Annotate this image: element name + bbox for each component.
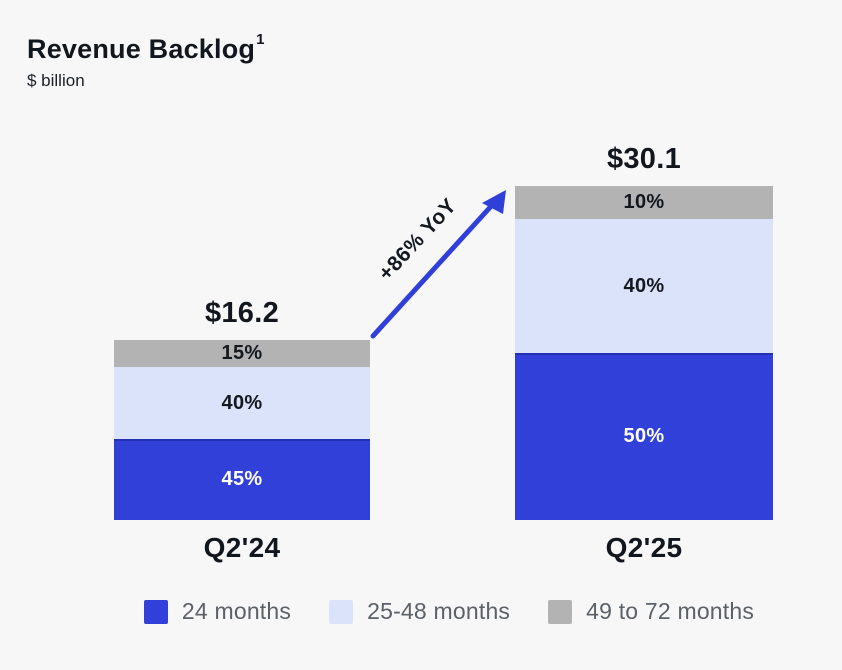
segment-label: 15% [221,342,263,364]
bar-total-label: $30.1 [606,143,682,175]
page-title-text: Revenue Backlog [27,34,256,64]
legend-item-24-months: 24 months [143,598,292,625]
bar-q2-25: $30.1 10% 40% 50% Q2'25 [515,143,773,563]
legend-swatch-icon [548,599,573,624]
page-title: Revenue Backlog1 [27,31,265,65]
chart-units-label: $ billion [27,71,85,90]
bar-q2-24: $16.2 15% 40% 45% Q2'24 [114,297,370,563]
segment-label: 45% [221,468,263,490]
chart-header: Revenue Backlog1 $ billion [27,31,265,91]
legend-swatch-icon [143,599,168,624]
yoy-arrow-head [482,190,506,214]
yoy-arrow-shaft [370,200,497,339]
chart-legend: 24 months 25-48 months 49 to 72 months [28,598,842,625]
bar-category-label: Q2'24 [203,532,281,563]
bar-stack: 10% 40% 50% [515,186,773,520]
segment-label: 40% [623,274,665,297]
bar-stack: 15% 40% 45% [114,340,370,520]
legend-label: 49 to 72 months [586,598,755,624]
legend-item-25-48-months: 25-48 months [329,598,510,625]
bar-total-label: $16.2 [204,297,280,329]
segment-25-48-months: 40% [114,367,370,439]
segment-24-months: 45% [114,439,370,520]
bar-category-label: Q2'25 [605,532,683,563]
segment-49-to-72-months: 10% [515,186,773,220]
segment-25-48-months: 40% [515,219,773,353]
segment-label: 40% [221,391,263,414]
title-footnote-marker: 1 [256,31,265,48]
legend-label: 25-48 months [367,598,511,624]
segment-label: 10% [623,191,665,214]
segment-24-months: 50% [515,352,773,520]
yoy-growth-arrow-icon [370,190,506,339]
segment-label: 50% [623,424,665,447]
legend-label: 24 months [181,598,292,624]
segment-49-to-72-months: 15% [114,340,370,367]
legend-swatch-icon [329,599,354,624]
legend-item-49-to-72-months: 49 to 72 months [548,598,754,625]
